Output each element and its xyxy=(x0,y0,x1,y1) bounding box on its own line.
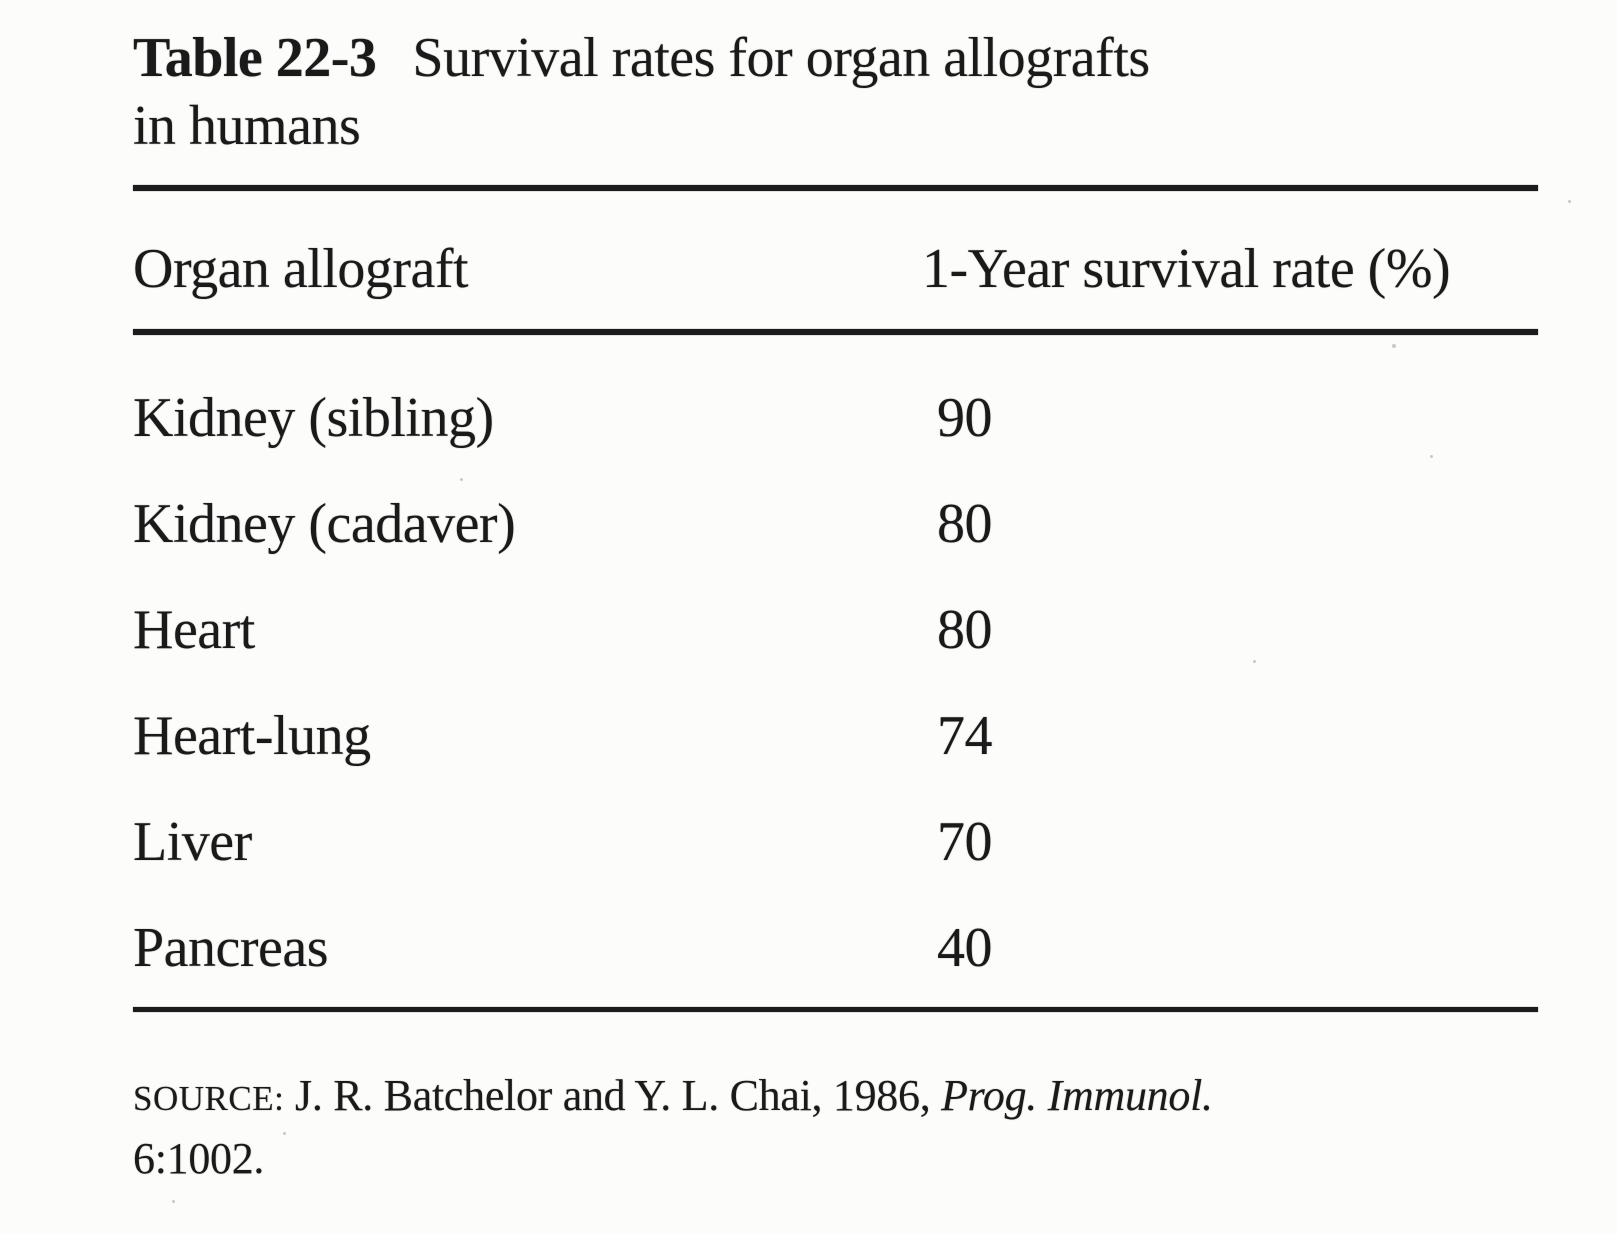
table-rule-header xyxy=(133,329,1538,335)
scan-speck xyxy=(283,1132,286,1135)
source-volume-page: 6:1002. xyxy=(133,1134,265,1183)
scan-speck xyxy=(1568,200,1571,203)
caption-title-line2: in humans xyxy=(133,95,361,157)
source-authors: J. R. Batchelor and Y. L. Chai, 1986, xyxy=(295,1071,931,1120)
rate-cell: 90 xyxy=(937,387,993,449)
table-row: Heart-lung 74 xyxy=(133,704,1538,810)
caption-table-number: Table 22-3 xyxy=(133,27,377,89)
rate-cell: 70 xyxy=(937,811,993,873)
caption-line-1: Table 22-3 Survival rates for organ allog… xyxy=(133,24,1538,92)
table-row: Liver 70 xyxy=(133,810,1538,916)
organ-cell: Kidney (sibling) xyxy=(133,387,494,449)
table-row: Kidney (sibling) 90 xyxy=(133,386,1538,492)
scan-speck xyxy=(1392,344,1396,348)
table-header-row: Organ allograft 1-Year survival rate (%) xyxy=(133,236,1538,302)
column-header-organ: Organ allograft xyxy=(133,238,469,300)
table-rule-bottom xyxy=(133,1007,1538,1012)
table-rule-top xyxy=(133,185,1538,191)
organ-cell: Heart xyxy=(133,599,255,661)
column-header-rate: 1-Year survival rate (%) xyxy=(922,238,1451,300)
organ-cell: Kidney (cadaver) xyxy=(133,493,516,555)
organ-cell: Heart-lung xyxy=(133,705,371,767)
rate-cell: 40 xyxy=(937,917,993,979)
source-line-1: SOURCE: J. R. Batchelor and Y. L. Chai, … xyxy=(133,1066,1538,1129)
table-row: Kidney (cadaver) 80 xyxy=(133,492,1538,598)
table-row: Heart 80 xyxy=(133,598,1538,704)
scan-speck xyxy=(172,1200,175,1203)
scan-speck xyxy=(1430,455,1433,458)
scan-speck xyxy=(460,478,463,481)
rate-cell: 74 xyxy=(937,705,993,767)
rate-cell: 80 xyxy=(937,599,993,661)
table-row: Pancreas 40 xyxy=(133,916,1538,1022)
organ-cell: Pancreas xyxy=(133,917,329,979)
source-label: SOURCE: xyxy=(133,1079,285,1118)
caption-title-line1: Survival rates for organ allografts xyxy=(412,27,1150,89)
organ-cell: Liver xyxy=(133,811,252,873)
source-note: SOURCE: J. R. Batchelor and Y. L. Chai, … xyxy=(133,1066,1538,1189)
source-journal: Prog. Immunol. xyxy=(941,1071,1213,1120)
rate-cell: 80 xyxy=(937,493,993,555)
table-body: Kidney (sibling) 90 Kidney (cadaver) 80 … xyxy=(133,386,1538,1022)
scan-speck xyxy=(1253,660,1256,663)
table-caption: Table 22-3 Survival rates for organ allog… xyxy=(133,24,1538,160)
